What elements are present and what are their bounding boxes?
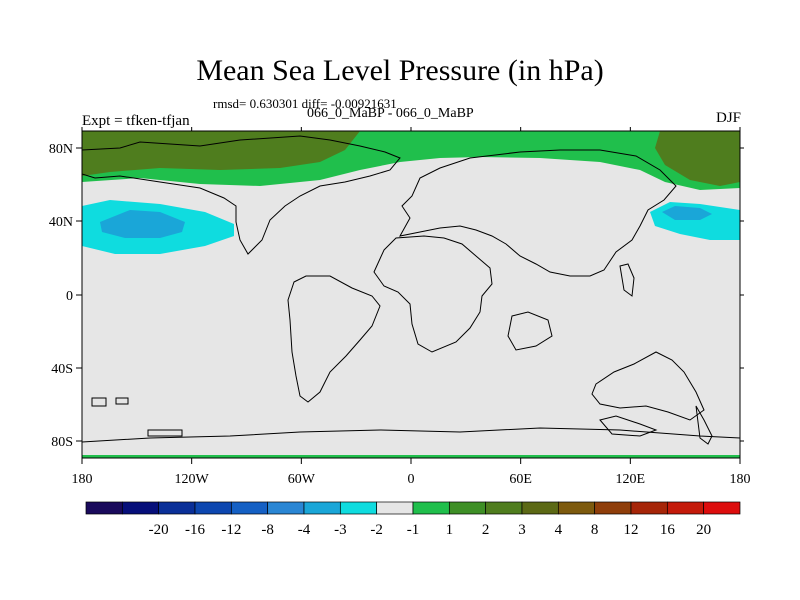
colorbar-swatch [521, 501, 559, 515]
colorbar-swatch [412, 501, 450, 515]
colorbar-swatch [230, 501, 269, 515]
colorbar-swatch [194, 501, 232, 515]
colorbar-label: -8 [261, 522, 274, 538]
colorbar-swatch [557, 501, 596, 515]
colorbar-label: 4 [555, 522, 563, 538]
coast-australia [591, 351, 705, 421]
colorbar-label: 20 [696, 522, 711, 538]
coast-eurasia [399, 149, 677, 277]
axis-ticks: 180 120W 60W 0 60E 120E 180 80N 40N 0 40S 80S [49, 127, 751, 487]
y-tick-label: 80S [51, 435, 73, 450]
x-tick-label: 120E [616, 472, 646, 487]
colorbar-label: -1 [407, 522, 420, 538]
colorbar-label: 3 [518, 522, 526, 538]
coast-south-islands [91, 397, 658, 437]
x-tick-label: 60W [288, 472, 316, 487]
colorbar-label: 1 [446, 522, 454, 538]
coastlines [82, 135, 740, 445]
season-label: DJF [715, 110, 741, 126]
colorbar-swatch [267, 501, 305, 515]
contour-band-minus2-east [662, 206, 712, 220]
y-tick-label: 40S [51, 362, 73, 377]
y-tick-label: 80N [49, 142, 73, 157]
coast-north-america [82, 135, 401, 255]
contour-band-minus2-west [100, 210, 185, 238]
colorbar-label: -16 [185, 522, 205, 538]
map-title: Mean Sea Level Pressure (in hPa) [196, 54, 604, 87]
colorbar-label: -3 [334, 522, 347, 538]
colorbar-swatch [85, 501, 123, 515]
colorbar-label: -20 [149, 522, 169, 538]
contour-band-2-south [82, 455, 740, 458]
coast-japan [619, 263, 635, 297]
coast-newzealand [695, 405, 713, 445]
coast-africa [373, 235, 493, 353]
contour-band-3-east [655, 131, 740, 186]
x-tick-label: 120W [175, 472, 210, 487]
colorbar-label: -12 [221, 522, 241, 538]
x-tick-label: 60E [509, 472, 532, 487]
colorbar-swatch [485, 501, 523, 515]
x-tick-label: 0 [408, 472, 415, 487]
x-tick-label: 180 [72, 472, 93, 487]
colorbar-label: -4 [298, 522, 311, 538]
coast-south-america [287, 275, 381, 403]
colorbar-swatch [303, 501, 341, 515]
experiment-label: Expt = tfken-tfjan [82, 113, 190, 129]
map-subtitle: 066_0_MaBP - 066_0_MaBP [307, 106, 474, 121]
colorbar-swatch [448, 501, 487, 515]
colorbar: -20 -16 -12 -8 -4 -3 -2 -1 1 2 3 4 8 12 16 20 [85, 501, 741, 538]
y-tick-label: 40N [49, 215, 73, 230]
x-tick-label: 180 [730, 472, 751, 487]
colorbar-label: 12 [624, 522, 639, 538]
colorbar-swatch [666, 501, 705, 515]
colorbar-swatch [339, 501, 378, 515]
colorbar-swatch [376, 501, 414, 515]
coast-indonesia [507, 311, 553, 351]
colorbar-swatch [121, 501, 160, 515]
colorbar-swatch [158, 501, 196, 515]
colorbar-swatch [630, 501, 668, 515]
stats-line: rmsd= 0.630301 diff= -0.00921631 [213, 96, 397, 111]
y-tick-label: 0 [66, 289, 73, 304]
colorbar-swatch [594, 501, 632, 515]
colorbar-swatch [703, 501, 741, 515]
contour-band-3 [82, 131, 360, 176]
colorbar-label: 16 [660, 522, 676, 538]
map-field [82, 131, 740, 458]
colorbar-label: 2 [482, 522, 490, 538]
colorbar-label: -2 [370, 522, 383, 538]
coast-antarctica [82, 427, 740, 443]
colorbar-label: 8 [591, 522, 599, 538]
